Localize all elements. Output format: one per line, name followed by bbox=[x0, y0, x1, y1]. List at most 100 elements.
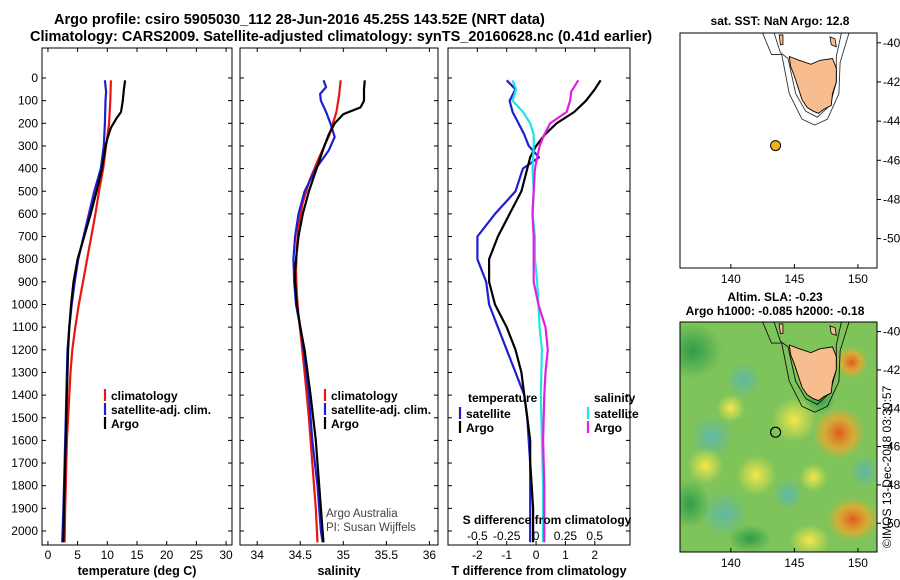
map-title-sst: sat. SST: NaN Argo: 12.8 bbox=[711, 14, 850, 28]
sla-anomaly bbox=[835, 346, 868, 379]
y-tick-label: 900 bbox=[18, 275, 38, 289]
map-frame-sst-map bbox=[679, 32, 878, 269]
map-x-tick-label: 145 bbox=[784, 272, 804, 286]
sla-anomaly bbox=[826, 497, 877, 542]
x-tick-label: 30 bbox=[219, 548, 233, 562]
x-tick-label: 0 bbox=[45, 548, 52, 562]
map-frame-sla-map bbox=[679, 321, 878, 553]
y-tick-label: 1100 bbox=[12, 320, 38, 334]
map-y-tick-label: -44 bbox=[883, 401, 900, 415]
flinders-island bbox=[829, 36, 837, 48]
series-line-argo bbox=[294, 80, 366, 543]
x-axis-label: temperature (deg C) bbox=[78, 564, 197, 578]
map-y-tick-label: -46 bbox=[883, 153, 900, 167]
map-subtitle-sla: Argo h1000: -0.085 h2000: -0.18 bbox=[686, 304, 865, 318]
map-y-tick-label: -50 bbox=[883, 232, 900, 246]
flinders-island bbox=[829, 325, 837, 337]
map-y-tick-label: -44 bbox=[883, 114, 900, 128]
map-x-tick-label: 140 bbox=[721, 556, 741, 570]
argo-location-marker bbox=[770, 140, 782, 152]
panel-frame-temperature bbox=[41, 47, 233, 546]
y-tick-label: 1200 bbox=[11, 343, 38, 357]
map-y-tick-label: -48 bbox=[883, 192, 900, 206]
sla-anomaly bbox=[716, 394, 745, 423]
y-tick-label: 300 bbox=[18, 139, 38, 153]
map-x-tick-label: 140 bbox=[721, 272, 741, 286]
legend-label: Argo bbox=[594, 421, 622, 435]
y-tick-label: 700 bbox=[18, 230, 38, 244]
series-line-s-argo bbox=[531, 79, 580, 543]
legend-title-temperature: temperature bbox=[468, 391, 538, 405]
x-tick-label: 34 bbox=[251, 548, 265, 562]
map-layer-sst-map bbox=[762, 33, 850, 126]
y-tick-label: 2000 bbox=[11, 524, 38, 538]
sla-anomaly bbox=[680, 322, 723, 379]
tasmania-landmass bbox=[788, 344, 837, 402]
top-tick-label: -0.25 bbox=[493, 529, 521, 543]
map-y-tick-label: -46 bbox=[883, 440, 900, 454]
map-y-tick-label: -40 bbox=[883, 325, 900, 339]
legend-label: satellite bbox=[466, 407, 511, 421]
sla-anomaly bbox=[789, 524, 830, 552]
x-tick-label: 34.5 bbox=[289, 548, 313, 562]
top-tick-label: -0.5 bbox=[467, 529, 488, 543]
top-tick-label: 0 bbox=[533, 529, 540, 543]
map-y-tick-label: -40 bbox=[883, 36, 900, 50]
map-title-sla: Altim. SLA: -0.23 bbox=[727, 290, 823, 304]
x-tick-label: 0 bbox=[533, 548, 540, 562]
series-line-satellite-adj-clim- bbox=[292, 79, 336, 543]
annotation-text: PI: Susan Wijffels bbox=[326, 522, 416, 534]
sla-anomaly bbox=[687, 447, 724, 484]
sla-anomaly bbox=[727, 524, 772, 552]
x-tick-label: 1 bbox=[562, 548, 569, 562]
map-y-tick-label: -42 bbox=[883, 75, 900, 89]
legend-label: satellite-adj. clim. bbox=[111, 403, 211, 417]
panel-frame-difference bbox=[447, 47, 631, 546]
x-tick-label: 2 bbox=[591, 548, 598, 562]
series-line-argo bbox=[62, 80, 127, 543]
sla-anomaly bbox=[689, 415, 734, 459]
map-layer-sla-map bbox=[680, 322, 877, 552]
legend-label: Argo bbox=[111, 417, 139, 431]
legend-label: Argo bbox=[331, 417, 359, 431]
x-axis-label: T difference from climatology bbox=[451, 564, 626, 578]
x-tick-label: -1 bbox=[501, 548, 512, 562]
tasmania-landmass bbox=[788, 55, 837, 114]
series-line-t-satellite bbox=[476, 79, 541, 543]
x-tick-label: 20 bbox=[160, 548, 174, 562]
argo-location-marker bbox=[769, 426, 782, 438]
map-x-tick-label: 150 bbox=[848, 556, 868, 570]
y-tick-label: 800 bbox=[18, 252, 38, 266]
chart-title-line2: Climatology: CARS2009. Satellite-adjuste… bbox=[30, 29, 653, 45]
chart-title-line1: Argo profile: csiro 5905030_112 28-Jun-2… bbox=[54, 12, 545, 28]
sla-anomaly bbox=[736, 455, 777, 496]
y-tick-label: 1800 bbox=[11, 479, 38, 493]
x-tick-label: 25 bbox=[190, 548, 204, 562]
series-line-s-satellite bbox=[511, 79, 545, 543]
y-tick-label: 1600 bbox=[11, 433, 38, 447]
legend-label: climatology bbox=[331, 389, 398, 403]
legend-label: satellite-adj. clim. bbox=[331, 403, 431, 417]
y-tick-label: 600 bbox=[18, 207, 38, 221]
legend-label: Argo bbox=[466, 421, 494, 435]
y-tick-label: 1900 bbox=[11, 501, 38, 515]
y-tick-label: 1400 bbox=[11, 388, 38, 402]
top-tick-label: 0.25 bbox=[554, 529, 578, 543]
sla-anomaly bbox=[700, 489, 749, 538]
x-tick-label: -2 bbox=[472, 548, 483, 562]
x-tick-label: 10 bbox=[101, 548, 115, 562]
top-tick-label: 0.5 bbox=[586, 529, 603, 543]
legend-label: satellite bbox=[594, 407, 639, 421]
y-tick-label: 0 bbox=[31, 71, 38, 85]
x-axis-label: salinity bbox=[317, 564, 360, 578]
imos-timestamp: ©IMOS 13-Dec-2018 03:30:57 bbox=[880, 385, 894, 548]
sla-anomaly bbox=[772, 478, 805, 511]
series-line-satellite-adj-clim- bbox=[61, 80, 108, 543]
panel-frame-salinity bbox=[239, 47, 439, 546]
top-axis-label: S difference from climatology bbox=[463, 513, 632, 527]
map-y-tick-label: -42 bbox=[883, 363, 900, 377]
king-island bbox=[778, 323, 784, 334]
shelf-contour-outer bbox=[762, 33, 850, 126]
y-tick-label: 500 bbox=[18, 184, 38, 198]
